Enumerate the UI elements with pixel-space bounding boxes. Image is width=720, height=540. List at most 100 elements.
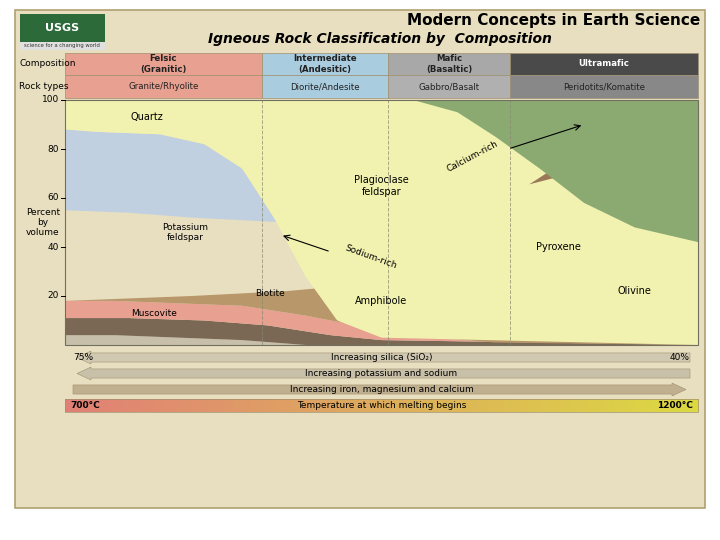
Bar bbox=[566, 399, 572, 412]
Bar bbox=[134, 399, 140, 412]
Bar bbox=[334, 399, 340, 412]
Bar bbox=[529, 399, 535, 412]
Bar bbox=[250, 399, 256, 412]
Bar bbox=[434, 399, 440, 412]
Bar bbox=[666, 399, 672, 412]
Bar bbox=[572, 399, 577, 412]
Text: Granite/Rhyolite: Granite/Rhyolite bbox=[128, 82, 199, 91]
Bar bbox=[76, 399, 81, 412]
Bar bbox=[635, 399, 641, 412]
Text: USGS: USGS bbox=[45, 23, 79, 33]
Bar bbox=[624, 399, 630, 412]
Bar bbox=[318, 399, 324, 412]
Bar bbox=[629, 399, 635, 412]
Bar bbox=[228, 399, 234, 412]
Text: Amphibole: Amphibole bbox=[356, 296, 408, 306]
Text: 20: 20 bbox=[48, 292, 59, 300]
Text: Sodium-rich: Sodium-rich bbox=[343, 243, 398, 271]
Bar bbox=[302, 399, 308, 412]
Bar bbox=[323, 399, 329, 412]
Bar bbox=[439, 399, 445, 412]
Bar bbox=[619, 399, 625, 412]
Text: Felsic
(Granitic): Felsic (Granitic) bbox=[140, 55, 186, 73]
Bar bbox=[429, 399, 435, 412]
Bar bbox=[276, 399, 282, 412]
Text: 700°C: 700°C bbox=[70, 401, 100, 410]
Bar bbox=[693, 399, 698, 412]
Bar bbox=[350, 399, 356, 412]
Bar bbox=[510, 53, 698, 75]
Bar bbox=[556, 399, 562, 412]
Text: Increasing potassium and sodium: Increasing potassium and sodium bbox=[305, 369, 458, 378]
Bar bbox=[239, 399, 245, 412]
Bar bbox=[202, 399, 208, 412]
Bar bbox=[371, 399, 377, 412]
Bar bbox=[65, 75, 262, 98]
Text: Biotite: Biotite bbox=[255, 289, 284, 298]
Bar bbox=[207, 399, 213, 412]
Text: Increasing iron, magnesium and calcium: Increasing iron, magnesium and calcium bbox=[289, 385, 473, 394]
Bar bbox=[112, 399, 118, 412]
Bar bbox=[20, 14, 105, 42]
Polygon shape bbox=[65, 301, 698, 345]
Bar bbox=[656, 399, 662, 412]
Bar bbox=[128, 399, 134, 412]
Bar bbox=[192, 399, 197, 412]
Bar bbox=[445, 399, 451, 412]
Bar bbox=[160, 399, 166, 412]
Bar bbox=[423, 399, 429, 412]
Bar bbox=[262, 53, 388, 75]
Bar bbox=[413, 399, 419, 412]
Bar bbox=[661, 399, 667, 412]
Text: 40%: 40% bbox=[670, 353, 690, 362]
Bar bbox=[107, 399, 113, 412]
Bar bbox=[608, 399, 614, 412]
Bar bbox=[271, 399, 276, 412]
Text: Olivine: Olivine bbox=[618, 286, 652, 296]
Bar bbox=[377, 399, 382, 412]
Bar bbox=[518, 399, 524, 412]
Bar bbox=[366, 399, 372, 412]
Bar bbox=[212, 399, 218, 412]
Bar bbox=[492, 399, 498, 412]
Bar bbox=[118, 399, 124, 412]
Bar bbox=[466, 399, 472, 412]
Text: 100: 100 bbox=[42, 96, 59, 105]
Bar bbox=[503, 399, 508, 412]
Bar bbox=[550, 399, 556, 412]
Bar bbox=[155, 399, 161, 412]
Bar bbox=[102, 399, 108, 412]
Bar bbox=[244, 399, 250, 412]
Bar bbox=[582, 399, 588, 412]
Bar bbox=[165, 399, 171, 412]
Text: Composition: Composition bbox=[19, 59, 76, 69]
Text: Pyroxene: Pyroxene bbox=[536, 242, 581, 252]
Bar bbox=[540, 399, 546, 412]
Bar bbox=[498, 399, 503, 412]
Text: Intermediate
(Andesitic): Intermediate (Andesitic) bbox=[293, 55, 357, 73]
Text: 60: 60 bbox=[48, 193, 59, 202]
Text: Potassium
feldspar: Potassium feldspar bbox=[162, 222, 208, 242]
Bar bbox=[96, 399, 102, 412]
Bar bbox=[388, 53, 510, 75]
Polygon shape bbox=[65, 100, 698, 222]
Bar bbox=[197, 399, 202, 412]
Text: Ultramafic: Ultramafic bbox=[579, 59, 629, 69]
Bar bbox=[397, 399, 403, 412]
Bar bbox=[81, 399, 86, 412]
Bar bbox=[461, 399, 467, 412]
Text: Diorite/Andesite: Diorite/Andesite bbox=[290, 82, 360, 91]
Bar bbox=[65, 100, 698, 345]
Text: 80: 80 bbox=[48, 145, 59, 153]
Bar bbox=[260, 399, 266, 412]
Bar bbox=[508, 399, 514, 412]
Bar bbox=[545, 399, 551, 412]
Bar bbox=[329, 399, 335, 412]
Polygon shape bbox=[65, 100, 698, 242]
Text: Plagioclase
feldspar: Plagioclase feldspar bbox=[354, 175, 409, 197]
Bar bbox=[86, 399, 92, 412]
Bar bbox=[339, 399, 345, 412]
Bar bbox=[510, 75, 698, 98]
Bar bbox=[186, 399, 192, 412]
Polygon shape bbox=[65, 100, 698, 345]
